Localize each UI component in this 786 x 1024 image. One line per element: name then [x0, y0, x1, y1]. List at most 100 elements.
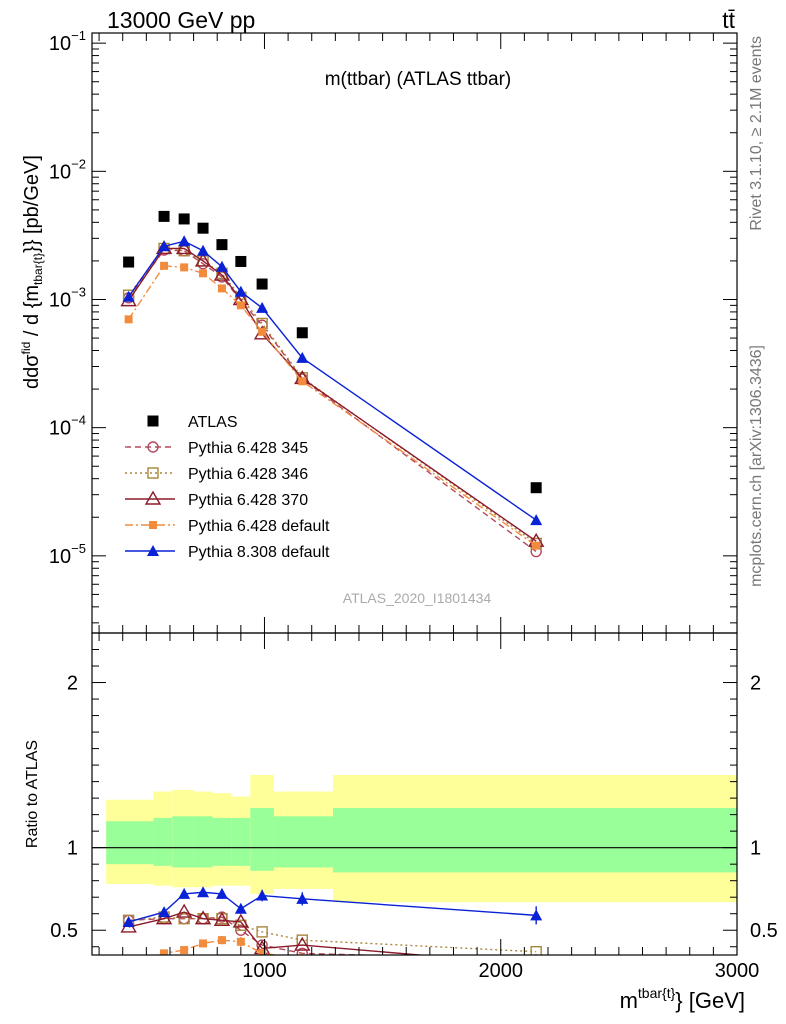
- data-point: [199, 269, 208, 278]
- band-green: [250, 808, 274, 871]
- ratio-point: [530, 945, 542, 955]
- series-3: [120, 240, 545, 547]
- ratio-point: [217, 936, 226, 945]
- ratio-point: [160, 949, 169, 955]
- ratio-point: [533, 954, 539, 955]
- y-tick-label: 10−5: [49, 541, 86, 568]
- ratio-point: [296, 892, 309, 904]
- legend-entry: ATLAS: [147, 414, 238, 431]
- legend-label: Pythia 6.428 345: [188, 440, 308, 457]
- main-panel: 10−5 10−4 10−3 10−2 10−1 m(ttbar) (ATLAS ttb…: [19, 28, 738, 634]
- band-green: [273, 816, 333, 868]
- data-point: [258, 327, 267, 336]
- ratio-point: [294, 936, 311, 951]
- legend-entry: Pythia 6.428 346: [125, 466, 308, 483]
- data-point: [235, 255, 247, 267]
- ratio-y-tick-label: 2: [67, 673, 78, 695]
- series-2: [122, 242, 542, 550]
- data-point: [215, 260, 228, 272]
- data-point: [175, 240, 193, 255]
- ratio-frame: [91, 632, 738, 956]
- y-tick-label: 10−1: [49, 28, 86, 55]
- data-point: [213, 266, 231, 281]
- data-point: [158, 240, 171, 252]
- rivet-version: Rivet 3.1.10, ≥ 2.1M events: [748, 36, 765, 231]
- data-point: [296, 327, 308, 339]
- y-tick-label: 10−4: [49, 413, 86, 440]
- ratio-point: [256, 889, 269, 901]
- ratio-line: [128, 911, 428, 955]
- ratio-line: [153, 939, 282, 955]
- data-point: [158, 210, 170, 222]
- ratio-point: [197, 886, 210, 898]
- header-final-state: tt̄: [722, 7, 735, 33]
- ratio-y-tick-label-right: 2: [750, 673, 761, 695]
- legend-label: Pythia 6.428 346: [188, 466, 308, 483]
- band-green: [332, 808, 737, 873]
- ratio-point: [178, 887, 191, 899]
- series-0: [123, 210, 542, 494]
- x-axis-label: mtbar{t}} [GeV]: [620, 985, 745, 1013]
- ratio-point: [175, 903, 193, 918]
- y-axis-label-pre: d: [21, 378, 43, 389]
- chart-title: m(ttbar) (ATLAS ttbar): [325, 69, 512, 90]
- ratio-point: [529, 958, 543, 970]
- ratio-axis-ticks: 0.5 0.5 1 1 2 2 1000 2000 3000: [50, 632, 778, 982]
- band-green: [172, 816, 194, 868]
- y-axis-label-post: }} [pb/GeV]: [21, 155, 43, 253]
- x-axis-label-sup: tbar{t}: [638, 985, 676, 1001]
- legend-label: ATLAS: [188, 414, 238, 431]
- analysis-watermark: ATLAS_2020_I1801434: [343, 590, 492, 606]
- legend-marker: [144, 490, 162, 505]
- data-point: [216, 239, 228, 251]
- legend-label: Pythia 6.428 370: [188, 492, 308, 509]
- series-1: [122, 244, 542, 558]
- y-axis-label-sub: tbar{t}: [31, 253, 45, 285]
- ratio-point: [180, 946, 189, 955]
- legend-marker: [147, 415, 159, 427]
- ratio-panel: 0.5 0.5 1 1 2 2 1000 2000 3000 Ratio to ATLAS mt…: [24, 632, 778, 1013]
- band-green: [106, 821, 154, 865]
- ratio-point: [199, 939, 208, 948]
- x-tick-label: 3000: [715, 960, 760, 982]
- x-axis-label-main: m: [620, 988, 638, 1013]
- series-line: [128, 247, 537, 542]
- legend-marker: [147, 545, 159, 556]
- data-point: [256, 301, 269, 313]
- y-axis-label: ddσfid / d {mtbar{t}}} [pb/GeV]: [19, 155, 45, 389]
- ratio-point: [122, 915, 135, 927]
- ratio-point: [215, 887, 228, 899]
- ratio-point: [236, 937, 245, 946]
- ratio-y-tick-label: 1: [67, 838, 78, 860]
- data-point: [197, 244, 210, 256]
- data-point: [530, 482, 542, 494]
- data-point: [194, 252, 212, 267]
- ratio-y-tick-label-right: 1: [750, 838, 761, 860]
- ratio-point: [296, 947, 308, 955]
- ratio-point: [532, 959, 540, 967]
- data-point: [123, 256, 135, 268]
- ratio-line: [128, 916, 386, 955]
- data-point: [180, 263, 189, 272]
- ratio-point: [234, 902, 247, 914]
- main-axis-ticks: 10−5 10−4 10−3 10−2 10−1: [49, 28, 738, 633]
- data-point: [532, 541, 541, 550]
- y-axis-label-fid: fid: [19, 342, 33, 355]
- data-point: [178, 213, 190, 225]
- legend-label: Pythia 8.308 default: [188, 544, 330, 561]
- series-line: [128, 249, 537, 553]
- ratio-y-tick-label: 0.5: [50, 920, 78, 942]
- data-point: [197, 222, 209, 234]
- legend-marker: [147, 467, 159, 479]
- data-point: [217, 284, 226, 293]
- main-frame: [91, 32, 738, 634]
- series-4: [124, 261, 541, 550]
- ratio-point: [158, 906, 171, 918]
- ratio-uncertainty-bands: [106, 775, 737, 903]
- legend-entry: Pythia 8.308 default: [125, 544, 330, 561]
- legend-marker: [147, 441, 159, 453]
- ratio-y-tick-label-right: 0.5: [750, 920, 778, 942]
- x-tick-label: 2000: [478, 960, 523, 982]
- band-green: [193, 816, 213, 868]
- y-axis-label-sigma: dσ: [21, 354, 43, 378]
